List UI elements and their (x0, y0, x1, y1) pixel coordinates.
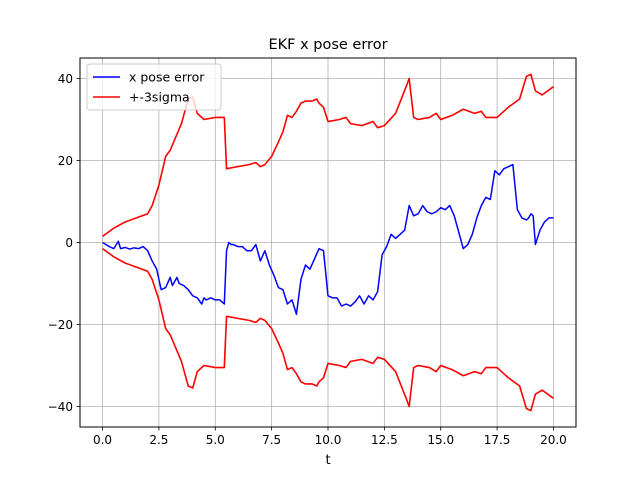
x-tick-label-5: 12.5 (371, 433, 398, 447)
x-tick-label-8: 20.0 (540, 433, 567, 447)
x-tick-label-6: 15.0 (427, 433, 454, 447)
x-axis-label: t (325, 453, 330, 468)
series-sigma-lower-line (102, 248, 554, 412)
legend-label-error: x pose error (129, 70, 205, 85)
series-error-line (102, 163, 554, 315)
x-tick-label-7: 17.5 (484, 433, 511, 447)
x-tick-label-0: 0.0 (93, 433, 112, 447)
ticks: 0.0 2.5 5.0 7.5 10.0 12.5 15.0 17.5 20.0 −40 −20 0 2… (48, 72, 567, 447)
x-tick-label-3: 7.5 (262, 433, 281, 447)
y-tick-label-2: 0 (65, 236, 73, 250)
x-tick-label-1: 2.5 (149, 433, 168, 447)
legend-label-sigma: +-3sigma (129, 90, 190, 105)
legend: x pose error +-3sigma (86, 63, 222, 111)
y-tick-label-4: 40 (58, 72, 73, 86)
y-tick-label-3: 20 (58, 154, 73, 168)
x-tick-label-4: 10.0 (315, 433, 342, 447)
y-tick-label-1: −20 (48, 318, 73, 332)
x-tick-label-2: 5.0 (206, 433, 225, 447)
y-tick-label-0: −40 (48, 400, 73, 414)
chart-title: EKF x pose error (268, 37, 387, 53)
legend-box (86, 63, 222, 111)
